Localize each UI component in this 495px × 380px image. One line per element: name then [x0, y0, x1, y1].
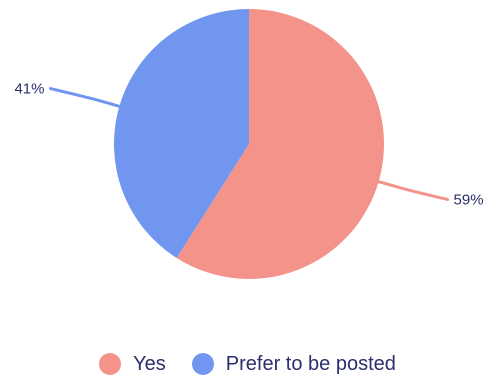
legend-item-prefer-to-be-posted: Prefer to be posted [191, 352, 396, 376]
pie-slice-yes [176, 9, 384, 280]
pie-slice-prefer-to-be-posted [113, 9, 249, 258]
legend-swatch [99, 353, 122, 375]
legend-label: Yes [133, 352, 166, 375]
legend-label: Prefer to be posted [225, 352, 396, 375]
legend-swatch [191, 353, 214, 375]
data-label-prefer-to-be-posted: 41% [14, 81, 44, 98]
leader-line-yes [375, 179, 450, 201]
legend-item-yes: Yes [99, 353, 166, 376]
pie-chart-svg: 59% 41% [14, 9, 484, 280]
chart-legend: Yes Prefer to be posted [0, 348, 495, 380]
data-label-yes: 59% [454, 191, 484, 208]
leader-line-prefer-to-be-posted [48, 87, 123, 109]
